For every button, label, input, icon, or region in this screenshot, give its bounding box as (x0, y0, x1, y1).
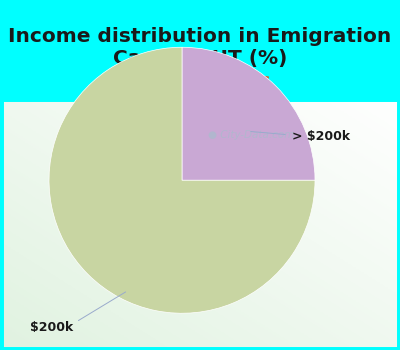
Wedge shape (49, 47, 315, 313)
Wedge shape (182, 47, 315, 180)
Text: > $200k: > $200k (292, 130, 350, 143)
Text: $200k: $200k (30, 321, 74, 334)
Text: Asian residents: Asian residents (130, 73, 270, 88)
Text: ● City-Data.com: ● City-Data.com (208, 130, 294, 140)
Text: Income distribution in Emigration
Canyon, UT (%): Income distribution in Emigration Canyon… (8, 27, 392, 69)
